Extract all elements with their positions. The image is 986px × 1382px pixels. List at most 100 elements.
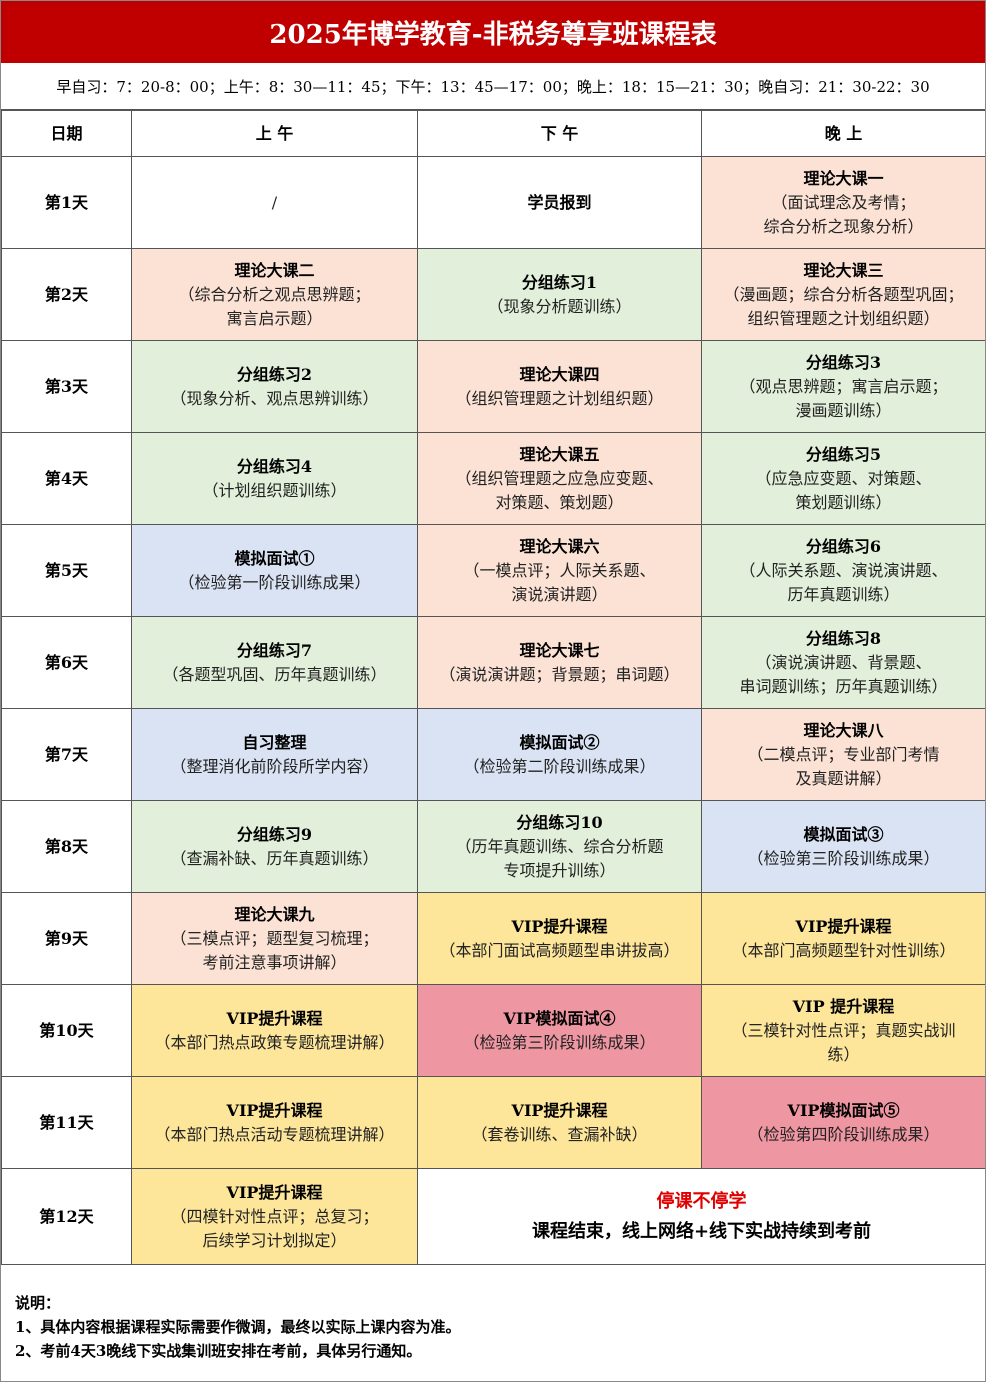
course-cell: VIP提升课程 （本部门面试高频题型串讲拔高） [417,892,702,985]
column-header: 下 午 [417,110,702,157]
day-cell: 第2天 [1,248,132,341]
table-row: 第1天 / 学员报到 理论大课一 （面试理念及考情； 综合分析之现象分析） [1,156,985,249]
course-desc: 对策题、策划题） [495,492,624,512]
course-desc: （综合分析之观点思辨题； [178,284,371,304]
course-cell: 理论大课四 （组织管理题之计划组织题） [417,340,702,433]
course-desc: 串词题训练；历年真题训练） [739,676,948,696]
course-desc: 后续学习计划拟定） [202,1230,347,1250]
course-cell: 自习整理 （整理消化前阶段所学内容） [131,708,418,801]
course-desc: （本部门热点政策专题梳理讲解） [154,1032,395,1052]
course-desc: 综合分析之现象分析） [763,216,924,236]
course-title: 理论大课一 [803,168,884,188]
course-title: 理论大课七 [519,640,600,660]
course-desc: （检验第三阶段训练成果） [747,848,940,868]
course-desc: （历年真题训练、综合分析题 [455,836,664,856]
course-title: 理论大课六 [519,536,600,556]
table-row: 第12天 VIP提升课程 （四模针对性点评；总复习； 后续学习计划拟定） 停课不停学 课程… [1,1168,985,1265]
course-cell: 分组练习7 （各题型巩固、历年真题训练） [131,616,418,709]
course-cell: 模拟面试① （检验第一阶段训练成果） [131,524,418,617]
course-cell: 分组练习6 （人际关系题、演说演讲题、 历年真题训练） [701,524,985,617]
course-desc: （现象分析、观点思辨训练） [170,388,379,408]
table-row: 第3天 分组练习2 （现象分析、观点思辨训练） 理论大课四 （组织管理题之计划组织题） 分… [1,340,985,433]
table-row: 第8天 分组练习9 （查漏补缺、历年真题训练） 分组练习10 （历年真题训练、综合分析题… [1,800,985,893]
course-desc: （检验第四阶段训练成果） [747,1124,940,1144]
course-desc: （本部门面试高频题型串讲拔高） [439,940,680,960]
course-cell: 理论大课五 （组织管理题之应急应变题、 对策题、策划题） [417,432,702,525]
course-title: 分组练习6 [805,536,882,556]
course-cell: VIP提升课程 （本部门高频题型针对性训练） [701,892,985,985]
note-line: 2、考前4天3晚线下实战集训班安排在考前，具体另行通知。 [15,1342,422,1360]
course-desc: （现象分析题训练） [487,296,632,316]
course-title: VIP模拟面试④ [503,1008,616,1028]
day-cell: 第8天 [1,800,132,893]
course-desc: 专项提升训练） [503,860,616,880]
course-cell: 学员报到 [417,156,702,249]
course-title: VIP提升课程 [226,1008,323,1028]
course-cell: 模拟面试② （检验第二阶段训练成果） [417,708,702,801]
course-title: VIP提升课程 [226,1100,323,1120]
day-cell: 第11天 [1,1076,132,1169]
course-desc: （三模点评；题型复习梳理； [170,928,379,948]
course-desc: 演说演讲题） [511,584,608,604]
course-cell: VIP模拟面试④ （检验第三阶段训练成果） [417,984,702,1077]
course-cell: VIP模拟面试⑤ （检验第四阶段训练成果） [701,1076,985,1169]
course-cell: 分组练习2 （现象分析、观点思辨训练） [131,340,418,433]
course-title: 理论大课九 [234,904,315,924]
course-desc: （应急应变题、对策题、 [755,468,932,488]
course-desc: 策划题训练） [795,492,892,512]
course-cell: 理论大课七 （演说演讲题；背景题；串词题） [417,616,702,709]
course-desc: 寓言启示题） [226,308,323,328]
course-desc: （整理消化前阶段所学内容） [170,756,379,776]
course-cell: 分组练习3 （观点思辨题；寓言启示题； 漫画题训练） [701,340,985,433]
course-title: 理论大课五 [519,444,600,464]
course-desc: （组织管理题之应急应变题、 [455,468,664,488]
table-row: 第6天 分组练习7 （各题型巩固、历年真题训练） 理论大课七 （演说演讲题；背景题；串词… [1,616,985,709]
course-cell: 分组练习4 （计划组织题训练） [131,432,418,525]
table-row: 第5天 模拟面试① （检验第一阶段训练成果） 理论大课六 （一模点评；人际关系题、 演说演… [1,524,985,617]
title: 2025年博学教育-非税务尊享班课程表 [1,1,985,63]
course-cell: 理论大课二 （综合分析之观点思辨题； 寓言启示题） [131,248,418,341]
table-row: 第4天 分组练习4 （计划组织题训练） 理论大课五 （组织管理题之应急应变题、 对策题、策… [1,432,985,525]
day-cell: 第6天 [1,616,132,709]
course-cell: 模拟面试③ （检验第三阶段训练成果） [701,800,985,893]
course-desc: （三模针对性点评；真题实战训 [731,1020,956,1040]
course-title: VIP模拟面试⑤ [787,1100,900,1120]
course-cell: 分组练习1 （现象分析题训练） [417,248,702,341]
course-cell: 分组练习5 （应急应变题、对策题、 策划题训练） [701,432,985,525]
table-row: 第11天 VIP提升课程 （本部门热点活动专题梳理讲解） VIP提升课程 （套卷训练、查… [1,1076,985,1169]
course-title: 模拟面试② [519,732,600,752]
day-cell: 第10天 [1,984,132,1077]
day-cell: 第7天 [1,708,132,801]
course-desc: 及真题讲解） [795,768,892,788]
course-cell: 理论大课九 （三模点评；题型复习梳理； 考前注意事项讲解） [131,892,418,985]
header-row: 日期上 午下 午晚 上 [1,110,985,157]
course-title: 理论大课三 [803,260,884,280]
course-desc: （各题型巩固、历年真题训练） [162,664,387,684]
course-title: 分组练习10 [516,812,603,832]
course-desc: （套卷训练、查漏补缺） [471,1124,648,1144]
course-title: 分组练习5 [805,444,882,464]
column-header: 晚 上 [701,110,985,157]
course-desc: （演说演讲题；背景题；串词题） [439,664,680,684]
course-title: 学员报到 [527,192,592,212]
course-cell: VIP提升课程 （四模针对性点评；总复习； 后续学习计划拟定） [131,1168,418,1265]
course-desc: 考前注意事项讲解） [202,952,347,972]
course-cell: 停课不停学 课程结束，线上网络+线下实战持续到考前 [417,1168,985,1265]
note-line: 说明： [15,1294,61,1312]
table-row: 第10天 VIP提升课程 （本部门热点政策专题梳理讲解） VIP模拟面试④ （检验第三阶… [1,984,985,1077]
course-desc: （检验第三阶段训练成果） [463,1032,656,1052]
course-title: 停课不停学 [656,1190,747,1212]
day-cell: 第9天 [1,892,132,985]
course-desc: （人际关系题、演说演讲题、 [739,560,948,580]
schedule: 早自习：7：20-8：00；上午：8：30—11：45；下午：13：45—17：… [1,63,985,110]
course-desc: （本部门高频题型针对性训练） [731,940,956,960]
course-title: VIP提升课程 [511,916,608,936]
course-desc: （计划组织题训练） [202,480,347,500]
course-title: 分组练习8 [805,628,882,648]
course-cell: VIP提升课程 （本部门热点政策专题梳理讲解） [131,984,418,1077]
course-desc: （漫画题；综合分析各题型巩固； [723,284,964,304]
course-title: VIP提升课程 [795,916,892,936]
course-desc: （二模点评；专业部门考情 [747,744,940,764]
course-cell: 理论大课一 （面试理念及考情； 综合分析之现象分析） [701,156,985,249]
course-cell: 分组练习8 （演说演讲题、背景题、 串词题训练；历年真题训练） [701,616,985,709]
